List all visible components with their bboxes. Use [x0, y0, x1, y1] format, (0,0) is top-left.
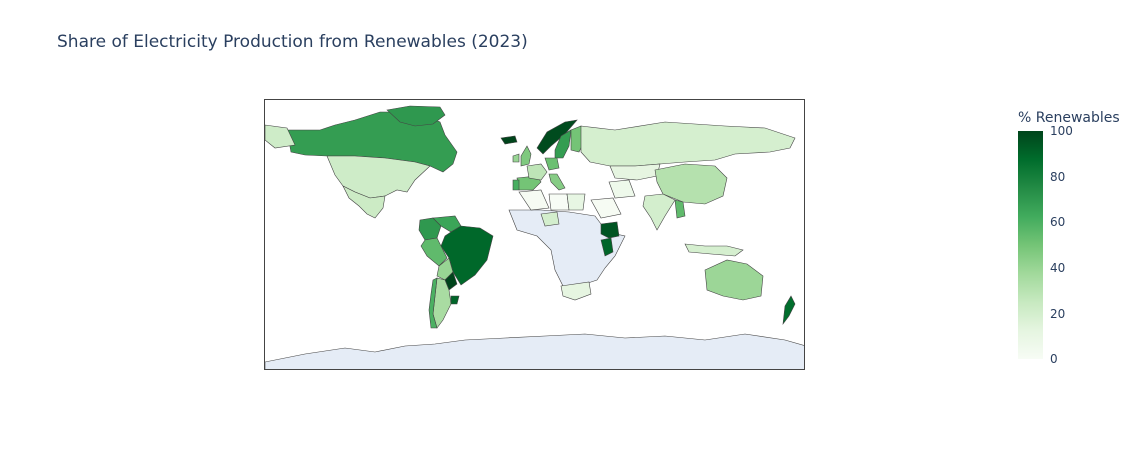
country-china[interactable]: China [654, 163, 728, 205]
colorbar-tick: 0 [1050, 352, 1058, 366]
chart-title: Share of Electricity Production from Ren… [57, 32, 528, 52]
country-kenya[interactable]: Kenya [600, 237, 614, 257]
country-india[interactable]: India [642, 193, 676, 231]
country-ethiopia[interactable]: Ethiopia [600, 221, 620, 239]
country-nigeria[interactable]: Nigeria [540, 211, 560, 227]
country-iran[interactable]: Iran [608, 179, 636, 199]
country-mexico[interactable]: Mexico [342, 185, 386, 219]
country-saudi-arabia[interactable]: Saudi Arabia [590, 197, 622, 219]
country-united-kingdom[interactable]: United Kingdom [520, 145, 532, 167]
country-new-zealand[interactable]: New Zealand [782, 295, 796, 326]
country-norway[interactable]: Norway [536, 119, 578, 155]
geo-map[interactable]: Africa (other)AntarcticaCanadaUnited Sta… [264, 99, 805, 370]
country-germany[interactable]: Germany [544, 157, 560, 171]
country-iceland[interactable]: Iceland [500, 135, 518, 145]
country-myanmar[interactable]: Myanmar [674, 199, 686, 219]
colorbar-title: % Renewables [1018, 110, 1120, 126]
country-antarctica[interactable]: Antarctica [265, 333, 805, 370]
country-egypt[interactable]: Egypt [566, 193, 586, 211]
country-peru[interactable]: Peru [420, 237, 448, 267]
country-ireland[interactable]: Ireland [512, 153, 520, 163]
world-map[interactable]: Africa (other)AntarcticaCanadaUnited Sta… [265, 100, 805, 370]
country-russia[interactable]: Russia [580, 121, 796, 167]
colorbar-gradient [1018, 131, 1043, 359]
colorbar-tick: 60 [1050, 215, 1066, 229]
country-algeria[interactable]: Algeria [518, 189, 550, 211]
country-africa-other[interactable]: Africa (other) [508, 209, 626, 287]
country-italy[interactable]: Italy [548, 173, 566, 191]
country-chile[interactable]: Chile [428, 277, 438, 329]
country-indonesia[interactable]: Indonesia [684, 243, 744, 257]
country-kazakhstan[interactable]: Kazakhstan [609, 163, 661, 181]
colorbar-tick: 20 [1050, 307, 1066, 321]
country-libya[interactable]: Libya [548, 193, 570, 211]
colorbar-tick: 80 [1050, 170, 1066, 184]
colorbar-tick: 40 [1050, 261, 1066, 275]
country-france[interactable]: France [526, 163, 548, 181]
country-brazil[interactable]: Brazil [440, 225, 494, 286]
country-greenland[interactable]: Greenland [386, 105, 446, 127]
colorbar-tick: 100 [1050, 124, 1073, 138]
country-portugal[interactable]: Portugal [512, 179, 520, 191]
country-uruguay[interactable]: Uruguay [450, 295, 460, 305]
country-south-africa[interactable]: South Africa [560, 281, 592, 301]
country-australia[interactable]: Australia [704, 259, 764, 301]
